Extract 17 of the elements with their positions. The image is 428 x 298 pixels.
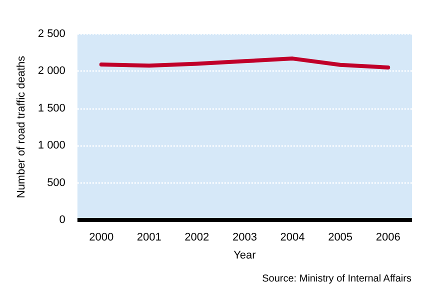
y-tick-label: 1 500: [38, 102, 66, 114]
x-tick-label: 2001: [136, 232, 162, 244]
y-tick-label: 500: [47, 176, 66, 189]
y-tick-label: 0: [59, 214, 66, 226]
y-tick-label: 1 000: [38, 140, 66, 152]
line-series: [99, 56, 390, 70]
x-tick-label: 2003: [232, 232, 257, 244]
y-tick-label: 2 000: [38, 65, 66, 78]
x-axis-title: Year: [234, 250, 256, 262]
x-tick-label: 2006: [376, 232, 400, 244]
x-tick-label: 2004: [280, 232, 305, 244]
x-tick-label: 2000: [89, 232, 114, 244]
y-axis-title: Number of road traffic deaths: [16, 55, 28, 198]
x-tick-label: 2002: [184, 232, 210, 244]
y-tick-label: 2 500: [38, 28, 66, 40]
source-note: Source: Ministry of Internal Affairs: [262, 274, 412, 284]
x-tick-label: 2005: [328, 232, 353, 244]
